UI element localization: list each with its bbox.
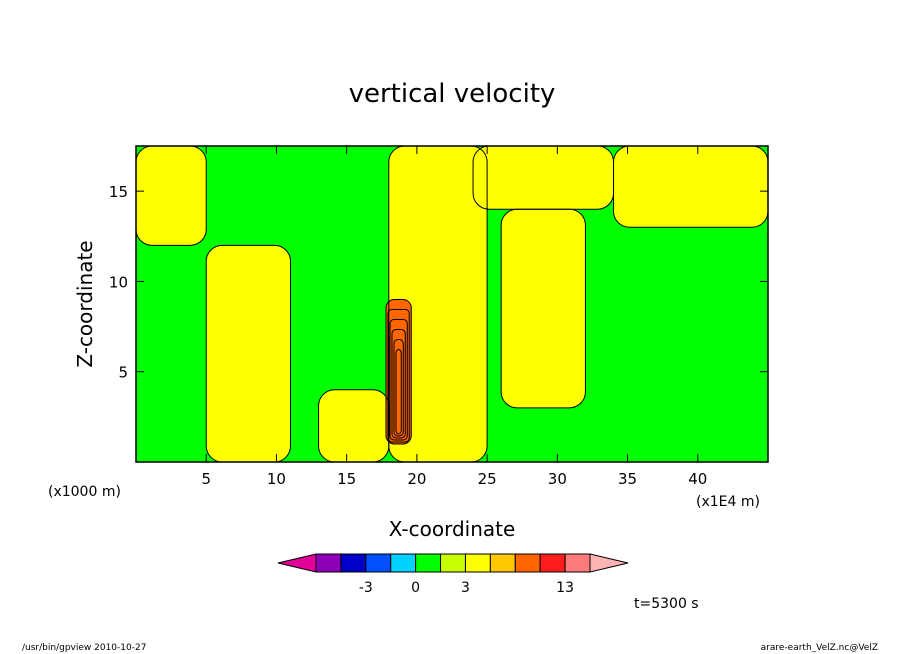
colorbar-right-arrow: [589, 553, 629, 573]
x-tick-label: 5: [201, 470, 211, 488]
footer-left: /usr/bin/gpview 2010-10-27: [22, 643, 146, 653]
x-tick-label: 35: [618, 470, 637, 488]
colorbar-box: [514, 553, 541, 573]
contour-line-7: [385, 298, 412, 445]
y-unit-label: (x1000 m): [48, 484, 121, 500]
x-unit-label: (x1E4 m): [696, 494, 760, 510]
x-tick-label: 40: [688, 470, 707, 488]
colorbar-box: [564, 553, 591, 573]
y-tick-label: 10: [109, 273, 128, 291]
x-axis-label: X-coordinate: [389, 517, 516, 541]
core-contour-3: [391, 328, 406, 439]
colorbar-left-arrow: [277, 553, 317, 573]
colorbar-box: [464, 553, 491, 573]
y-axis: 5 10 15: [109, 183, 768, 382]
core-contour-4: [393, 338, 404, 437]
y-axis-label: Z-coordinate: [73, 240, 97, 367]
colorbar-label: 0: [411, 580, 420, 596]
x-tick-label: 30: [548, 470, 567, 488]
colorbar-box: [415, 553, 442, 573]
plot-area: [135, 145, 769, 463]
colorbar: -3 0 3 13: [277, 553, 629, 596]
footer-right: arare-earth_VelZ.nc@VelZ: [761, 643, 878, 653]
colorbar-box: [340, 553, 367, 573]
region-2: [318, 389, 389, 462]
core-contour-5: [395, 348, 402, 435]
x-tick-label: 25: [478, 470, 497, 488]
colorbar-label: 13: [556, 580, 574, 596]
colorbar-label: 3: [461, 580, 470, 596]
plot-frame: [135, 145, 769, 463]
y-tick-label: 5: [118, 364, 128, 382]
colorbar-box: [440, 553, 466, 573]
region-5: [473, 146, 614, 210]
region-6: [613, 146, 768, 228]
contour-regions: [136, 146, 768, 462]
x-tick-label: 10: [267, 470, 286, 488]
x-tick-label: 20: [407, 470, 426, 488]
colorbar-box: [539, 553, 566, 573]
colorbar-box: [315, 553, 342, 573]
colorbar-box: [365, 553, 392, 573]
core-contour-2: [389, 318, 408, 441]
y-tick-label: 15: [109, 183, 128, 201]
core-contour-1: [387, 308, 410, 443]
colorbar-box: [489, 553, 516, 573]
region-0: [136, 146, 207, 246]
chart-title: vertical velocity: [349, 79, 556, 109]
x-tick-label: 15: [337, 470, 356, 488]
x-axis: 5 10 15 20 25 30 35 40: [201, 146, 707, 488]
time-label: t=5300 s: [634, 596, 699, 612]
colorbar-label: -3: [359, 580, 373, 596]
region-3: [388, 146, 488, 462]
region-4: [501, 209, 586, 408]
region-1: [206, 245, 291, 462]
colorbar-box: [390, 553, 417, 573]
